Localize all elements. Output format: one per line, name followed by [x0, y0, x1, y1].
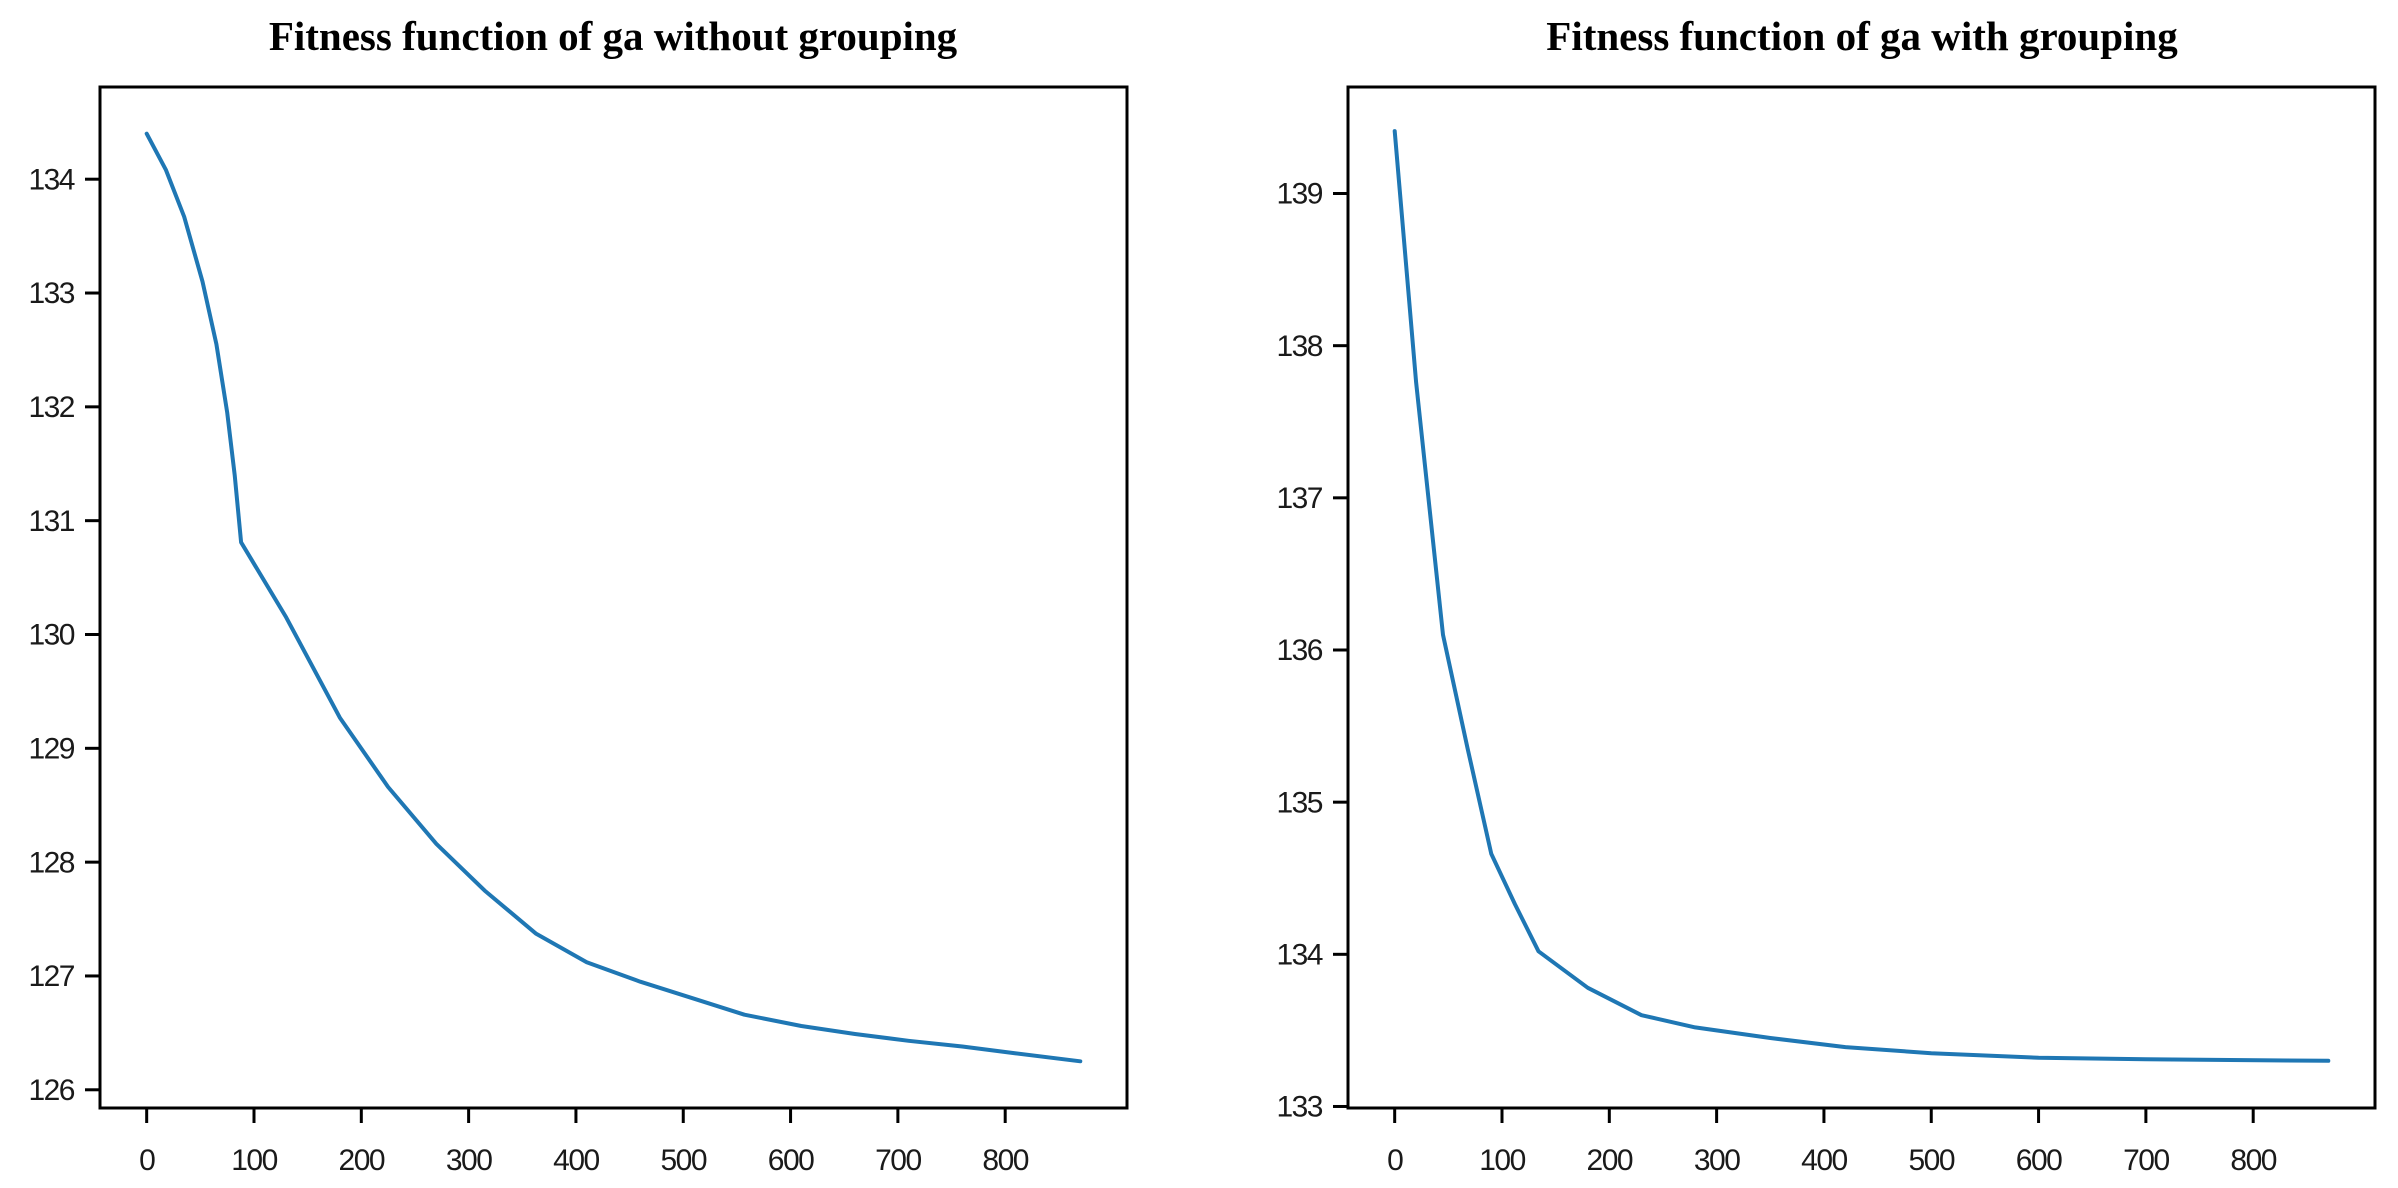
x-tick-label: 700 [2123, 1144, 2169, 1177]
x-tick-label: 200 [1587, 1144, 1633, 1177]
plot-frame [98, 85, 1129, 1110]
x-tick-label: 100 [1479, 1144, 1525, 1177]
x-tick-label: 200 [339, 1144, 385, 1177]
y-tick-label: 130 [28, 619, 74, 652]
x-tick-label: 0 [1387, 1144, 1403, 1177]
x-tick-label: 800 [982, 1144, 1028, 1177]
y-tick-label: 131 [28, 505, 74, 538]
y-tick-label: 126 [28, 1074, 74, 1107]
x-tick-label: 600 [768, 1144, 814, 1177]
x-tick-label: 100 [231, 1144, 277, 1177]
y-tick-label: 129 [28, 733, 74, 766]
x-tick-label: 400 [1801, 1144, 1847, 1177]
chart-title-with-grouping: Fitness function of ga with grouping [1546, 13, 2178, 59]
fitness-line [144, 131, 1083, 1064]
y-tick-label: 135 [1276, 786, 1322, 819]
y-tick-label: 137 [1276, 482, 1322, 515]
x-tick-label: 700 [875, 1144, 921, 1177]
chart-title-without-grouping: Fitness function of ga without grouping [269, 13, 958, 59]
fitness-line [1392, 129, 2331, 1063]
x-tick-label: 500 [1908, 1144, 1954, 1177]
y-tick-label: 134 [28, 163, 74, 196]
y-tick-label: 138 [1276, 330, 1322, 363]
x-tick-label: 400 [553, 1144, 599, 1177]
y-tick-label: 133 [28, 277, 74, 310]
x-tick-label: 0 [139, 1144, 155, 1177]
x-tick-label: 500 [660, 1144, 706, 1177]
y-tick-label: 132 [28, 391, 74, 424]
y-tick-label: 133 [1276, 1091, 1322, 1124]
x-tick-label: 600 [2016, 1144, 2062, 1177]
y-tick-label: 136 [1276, 634, 1322, 667]
x-tick-label: 300 [1694, 1144, 1740, 1177]
y-tick-label: 139 [1276, 178, 1322, 211]
plot-frame [1346, 85, 2377, 1110]
x-tick-label: 300 [446, 1144, 492, 1177]
chart-without-grouping: 126 127 128 129 130 131 132 133 134 0 100 200 300 400… [28, 85, 1129, 1177]
y-tick-label: 127 [28, 960, 74, 993]
chart-with-grouping: 133 134 135 136 137 138 139 0 100 200 300 400 500 600… [1276, 85, 2377, 1177]
x-tick-label: 800 [2230, 1144, 2276, 1177]
y-tick-label: 128 [28, 846, 74, 879]
y-tick-label: 134 [1276, 939, 1322, 972]
